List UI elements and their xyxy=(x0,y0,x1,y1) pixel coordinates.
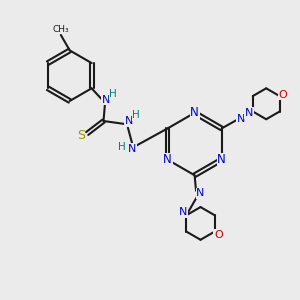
Text: N: N xyxy=(124,116,133,126)
Text: N: N xyxy=(102,94,110,105)
Text: H: H xyxy=(110,89,117,99)
Text: N: N xyxy=(236,114,245,124)
Text: H: H xyxy=(118,142,126,152)
Text: S: S xyxy=(76,129,85,142)
Text: N: N xyxy=(179,207,188,217)
Text: O: O xyxy=(279,90,287,100)
Text: N: N xyxy=(190,106,199,119)
Text: N: N xyxy=(245,108,254,118)
Text: N: N xyxy=(196,188,205,198)
Text: H: H xyxy=(132,110,140,120)
Text: CH₃: CH₃ xyxy=(52,25,69,34)
Text: N: N xyxy=(217,153,226,166)
Text: O: O xyxy=(214,230,223,240)
Text: N: N xyxy=(128,144,136,154)
Text: N: N xyxy=(163,153,172,166)
